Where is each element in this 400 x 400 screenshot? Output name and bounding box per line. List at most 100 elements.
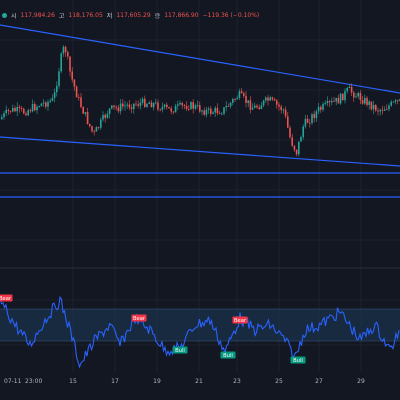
oscillator-pane (0, 295, 400, 369)
candle-body (256, 105, 258, 108)
candle-body (342, 93, 344, 101)
candle (194, 103, 197, 111)
x-tick-label: 23 (233, 378, 241, 385)
candle-body (170, 108, 172, 112)
candle (137, 100, 139, 109)
candle-body (91, 126, 93, 132)
candle-body (163, 104, 166, 107)
candle-body (60, 53, 62, 72)
candle (210, 105, 212, 117)
candle-body (117, 107, 120, 112)
candle-body (238, 91, 241, 98)
candle-body (115, 106, 117, 108)
candle-body (262, 100, 265, 106)
candle (117, 104, 120, 114)
candle-body (102, 114, 104, 120)
candle (304, 114, 307, 129)
candle (236, 95, 238, 100)
candle-body (5, 109, 7, 114)
candle-body (56, 85, 58, 93)
candle (122, 99, 124, 110)
candle-body (284, 109, 287, 117)
candle (199, 101, 201, 113)
candle-body (51, 98, 54, 101)
candle (133, 103, 135, 114)
candle-body (240, 91, 243, 94)
candle (346, 86, 348, 94)
candle-body (119, 103, 122, 112)
candle (64, 45, 67, 57)
candle (309, 118, 311, 128)
candle-body (174, 105, 177, 113)
candle-body (386, 109, 388, 111)
candle (148, 100, 150, 104)
candle-body (188, 108, 190, 110)
candle-body (106, 113, 109, 118)
candle (174, 103, 177, 113)
candle (333, 96, 335, 102)
candle (251, 103, 254, 110)
candle-body (194, 105, 197, 109)
candle (201, 109, 203, 116)
bull-label-box (172, 346, 188, 354)
candle (196, 100, 199, 109)
candle-body (183, 105, 186, 107)
candle (245, 90, 247, 108)
candle-body (108, 108, 111, 114)
candle (168, 106, 170, 109)
candle (172, 110, 175, 115)
candle-body (49, 100, 51, 102)
candle (269, 95, 271, 102)
candle-body (306, 118, 309, 123)
bear-label-box (131, 314, 147, 322)
candle-body (23, 108, 25, 114)
candle (91, 125, 93, 133)
candle-body (36, 106, 38, 111)
candle-body (265, 97, 267, 101)
candle (221, 112, 223, 116)
candle (144, 95, 146, 108)
x-tick-label: 21 (195, 378, 203, 385)
candle-body (289, 127, 291, 138)
candle-body (348, 86, 351, 88)
candle (361, 95, 364, 105)
candle-body (185, 105, 188, 109)
candle-body (135, 103, 137, 105)
candle-body (199, 105, 201, 112)
candle-body (20, 107, 23, 109)
candle-body (300, 137, 302, 142)
candle (89, 123, 91, 128)
candle-body (364, 97, 366, 104)
candle (337, 94, 340, 104)
trendline-drawings[interactable] (0, 24, 400, 198)
candle-body (302, 126, 304, 138)
high-label: 고 (58, 12, 65, 20)
candle-body (234, 99, 236, 100)
candle-body (25, 113, 27, 116)
candle (335, 97, 337, 106)
candle-body (128, 104, 131, 108)
candle (254, 102, 256, 109)
candle (326, 96, 329, 107)
candle (49, 98, 51, 104)
candle (322, 101, 324, 112)
x-tick-label: 19 (153, 378, 161, 385)
candle (353, 91, 355, 102)
candle-body (227, 106, 230, 107)
candle (386, 104, 388, 111)
candle (126, 102, 128, 110)
candle-body (27, 110, 29, 116)
candle-body (133, 103, 135, 109)
candle-body (344, 91, 346, 101)
candle (271, 96, 274, 101)
candle (139, 98, 142, 110)
candle-body (203, 110, 205, 115)
x-tick-label: 15 (69, 378, 77, 385)
candle (9, 110, 12, 114)
candle-body (353, 92, 355, 98)
candle (280, 104, 282, 114)
candle (183, 104, 186, 110)
low-label: 저 (106, 12, 113, 20)
candle (368, 99, 370, 110)
